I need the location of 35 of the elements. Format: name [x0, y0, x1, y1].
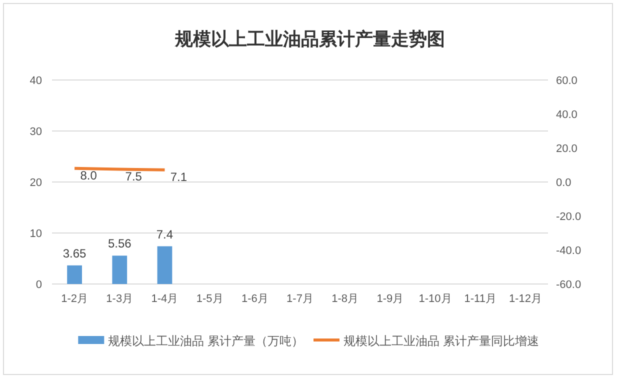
data-label: 5.56	[108, 236, 132, 251]
y2-tick-label: -40.0	[556, 245, 582, 257]
y2-tick-label: 20.0	[556, 143, 578, 155]
x-tick-label: 1-8月	[332, 293, 359, 305]
bar	[112, 256, 128, 284]
y2-tick-label: -20.0	[556, 211, 582, 223]
chart-title: 规模以上工业油品累计产量走势图	[174, 29, 445, 49]
y-tick-label: 30	[30, 126, 42, 138]
y-tick-label: 40	[30, 75, 42, 87]
bar	[67, 265, 82, 284]
data-label: 7.1	[170, 170, 188, 184]
data-label: 8.0	[80, 168, 98, 182]
data-label: 7.4	[156, 227, 174, 242]
x-tick-label: 1-5月	[196, 293, 224, 305]
y2-tick-label: 40.0	[556, 109, 578, 121]
x-tick-label: 1-7月	[286, 293, 314, 305]
x-tick-label: 1-3月	[106, 293, 134, 305]
data-label: 3.65	[62, 246, 87, 260]
y2-tick-label: 0.0	[556, 177, 572, 189]
bar	[157, 246, 172, 284]
x-tick-label: 1-12月	[508, 293, 542, 305]
y-tick-label: 0	[36, 279, 42, 291]
legend-label: 规模以上工业油品 累计产量（万吨）	[108, 334, 304, 348]
x-tick-label: 1-6月	[241, 293, 268, 305]
x-tick-label: 1-10月	[418, 293, 452, 305]
y-tick-label: 20	[30, 177, 42, 189]
y-tick-label: 10	[30, 228, 42, 240]
y2-tick-label: 60.0	[556, 75, 578, 87]
x-tick-label: 1-4月	[151, 293, 178, 305]
data-label: 7.5	[125, 169, 142, 184]
legend-label: 规模以上工业油品 累计产量同比增速	[344, 334, 539, 348]
x-tick-label: 1-2月	[61, 293, 88, 305]
x-tick-label: 1-9月	[376, 293, 404, 305]
x-tick-label: 1-11月	[464, 293, 496, 305]
y2-tick-label: -60.0	[556, 279, 582, 291]
